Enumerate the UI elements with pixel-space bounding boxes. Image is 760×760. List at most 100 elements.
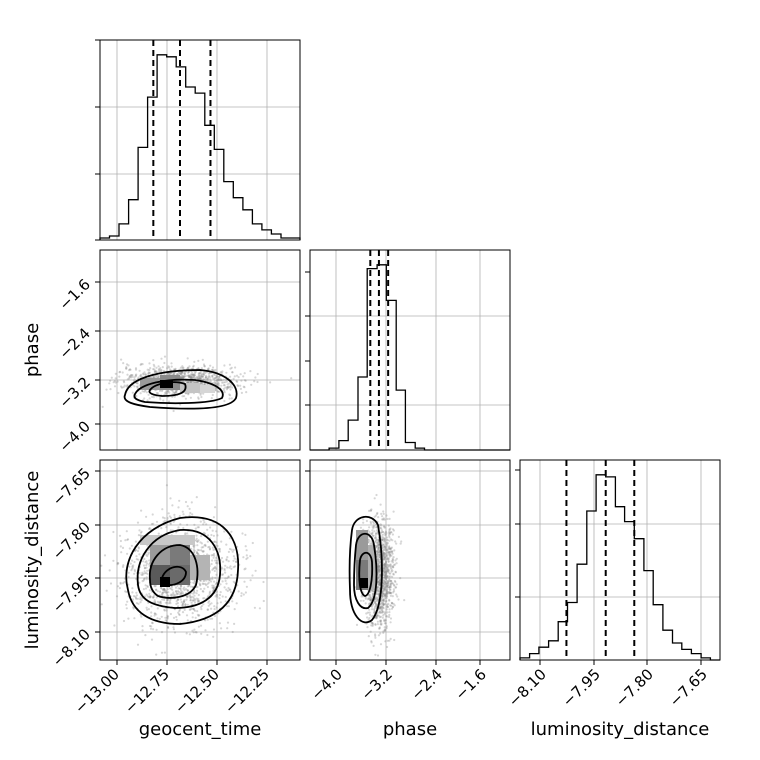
scatter-point	[133, 570, 137, 573]
scatter-point	[383, 594, 387, 597]
scatter-point	[158, 389, 162, 392]
scatter-point	[371, 623, 374, 626]
scatter-point	[382, 553, 385, 556]
scatter-point	[226, 621, 230, 624]
scatter-point	[169, 368, 172, 371]
scatter-point	[190, 607, 193, 611]
scatter-point	[176, 602, 179, 605]
scatter-point	[173, 391, 176, 394]
scatter-point	[385, 590, 389, 593]
scatter-point	[169, 372, 172, 375]
scatter-point	[202, 373, 206, 377]
scatter-point	[377, 564, 380, 567]
scatter-point	[139, 392, 142, 395]
scatter-point	[183, 600, 186, 603]
scatter-point	[386, 584, 389, 587]
scatter-point	[186, 585, 189, 588]
scatter-point	[391, 581, 394, 585]
scatter-point	[388, 590, 391, 593]
scatter-point	[137, 558, 140, 561]
scatter-point	[385, 563, 388, 567]
scatter-point	[368, 526, 371, 529]
scatter-point	[385, 545, 388, 548]
scatter-point	[378, 550, 381, 553]
scatter-point	[157, 375, 160, 378]
scatter-point	[224, 386, 227, 389]
scatter-point	[378, 551, 381, 555]
scatter-point	[225, 371, 228, 374]
scatter-point	[164, 616, 167, 619]
scatter-point	[168, 600, 171, 603]
scatter-point	[211, 586, 214, 589]
scatter-point	[163, 517, 166, 520]
scatter-point	[218, 597, 221, 600]
scatter-point	[191, 616, 194, 619]
scatter-point	[385, 595, 389, 598]
scatter-point	[211, 576, 214, 579]
scatter-point	[100, 564, 103, 567]
scatter-point	[382, 589, 385, 593]
scatter-point	[389, 548, 392, 551]
quantile-lines	[565, 460, 636, 660]
scatter-point	[388, 533, 391, 536]
scatter-point	[256, 380, 259, 384]
scatter-point	[215, 567, 218, 571]
scatter-point	[180, 371, 183, 374]
scatter-point	[164, 619, 167, 622]
scatter-point	[227, 586, 230, 590]
scatter-point	[378, 584, 381, 587]
scatter-point	[196, 377, 200, 380]
scatter-point	[379, 623, 382, 626]
scatter-point	[385, 608, 388, 611]
scatter-point	[199, 377, 202, 380]
scatter-point	[173, 391, 176, 395]
scatter-point	[213, 554, 216, 557]
scatter-point	[385, 625, 388, 628]
scatter-point	[143, 570, 146, 573]
scatter-point	[385, 565, 388, 568]
scatter-point	[378, 627, 381, 630]
scatter-point	[388, 563, 391, 566]
scatter-point	[137, 534, 140, 537]
scatter-point	[167, 400, 171, 403]
scatter-point	[243, 386, 246, 389]
scatter-point	[386, 605, 389, 609]
scatter-point	[179, 372, 182, 375]
scatter-point	[182, 592, 185, 595]
scatter-point	[377, 549, 380, 552]
scatter-point	[136, 643, 140, 646]
scatter-point	[181, 602, 184, 606]
scatter-point	[157, 375, 161, 378]
scatter-point	[393, 604, 396, 607]
scatter-point	[126, 378, 129, 381]
scatter-point	[390, 570, 393, 573]
scatter-point	[215, 573, 218, 576]
scatter-point	[384, 573, 387, 577]
scatter-point	[251, 574, 254, 577]
scatter-point	[134, 549, 137, 553]
scatter-point	[142, 560, 145, 563]
scatter-point	[155, 653, 158, 656]
scatter-point	[153, 370, 156, 373]
scatter-point	[375, 538, 378, 542]
scatter-point	[182, 376, 185, 379]
scatter-point	[189, 376, 192, 379]
scatter-point	[382, 567, 386, 570]
scatter-point	[368, 509, 371, 512]
scatter-point	[386, 580, 389, 584]
scatter-point	[379, 615, 382, 618]
scatter-point	[376, 565, 379, 568]
scatter-point	[133, 572, 136, 575]
scatter-point	[230, 366, 233, 369]
scatter-point	[228, 588, 231, 591]
scatter-point	[231, 371, 234, 374]
scatter-point	[393, 584, 396, 587]
scatter-point	[187, 375, 190, 378]
scatter-point	[380, 512, 383, 516]
scatter-point	[385, 597, 388, 600]
scatter-point	[181, 371, 184, 374]
scatter-point	[193, 376, 196, 379]
scatter-point	[166, 588, 169, 591]
scatter-point	[386, 541, 389, 544]
scatter-point	[359, 599, 362, 602]
